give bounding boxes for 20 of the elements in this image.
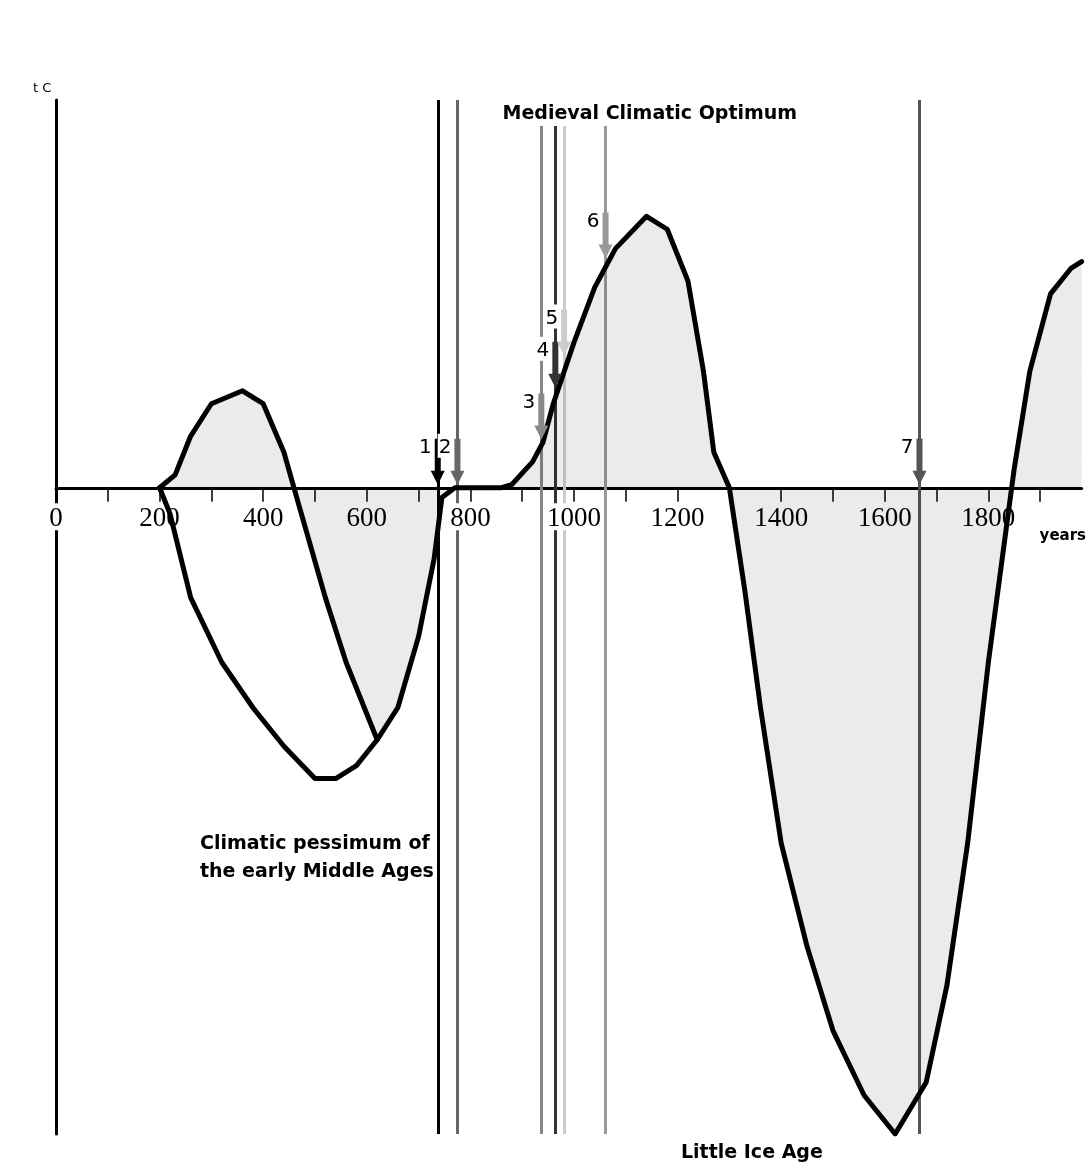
text: Medieval Climatic Optimum [502,98,798,126]
x-tick-label: 1600 [857,501,912,532]
annotation: Climatic pessimum of the early Middle Ages [200,828,434,884]
x-tick-label: 600 [346,501,388,532]
x-tick-label: 1000 [546,501,601,532]
annotation: 5 [545,304,559,329]
x-tick-label: 800 [450,501,491,532]
text: Little Ice Age [681,1137,823,1165]
annotation: 1 [419,433,432,458]
x-axis-title: years [1039,526,1087,545]
annotation: 3 [522,388,536,413]
annotation: 4 [536,336,550,361]
annotation: 2 [438,433,452,458]
x-tick-label: 1400 [754,501,809,532]
text: t C [33,80,52,96]
x-tick-label: 400 [242,501,284,532]
annotation: 7 [900,433,914,458]
x-tick-label: 0 [49,501,63,532]
x-tick-label: 1200 [650,501,705,532]
annotation: 6 [586,207,600,232]
